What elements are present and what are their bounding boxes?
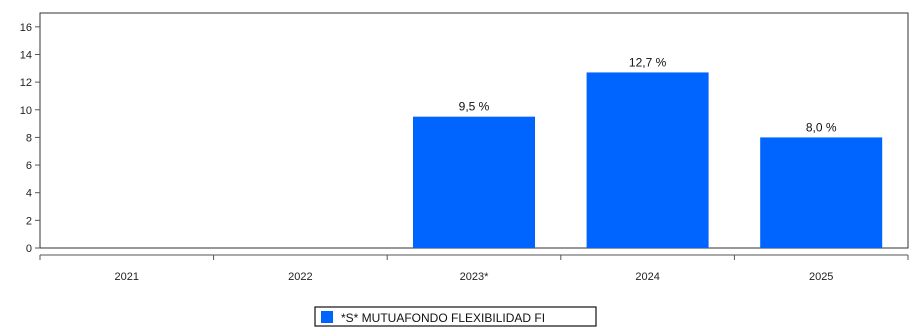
- legend-box: [314, 306, 597, 327]
- legend: *S* MUTUAFONDO FLEXIBILIDAD FI: [314, 306, 597, 327]
- y-tick-label: 4: [26, 188, 32, 200]
- y-tick-label: 6: [26, 160, 32, 172]
- x-tick-label: 2025: [809, 271, 833, 283]
- x-tick-label: 2024: [635, 271, 659, 283]
- bar-2025: [760, 137, 883, 248]
- legend-swatch: [321, 311, 333, 323]
- y-tick-label: 0: [26, 243, 32, 255]
- data-label: 9,5 %: [459, 100, 490, 114]
- x-tick-label: 2022: [288, 271, 312, 283]
- data-label: 12,7 %: [629, 55, 667, 69]
- data-label: 8,0 %: [806, 120, 837, 134]
- bar-2023: [413, 116, 535, 248]
- y-tick-label: 12: [20, 77, 32, 89]
- y-tick-label: 2: [26, 215, 32, 227]
- y-tick-label: 8: [26, 132, 32, 144]
- y-tick-label: 10: [20, 105, 32, 117]
- bar-2024: [586, 72, 709, 248]
- x-tick-label: 2021: [115, 271, 139, 283]
- y-tick-label: 16: [20, 22, 32, 34]
- legend-label: *S* MUTUAFONDO FLEXIBILIDAD FI: [341, 311, 545, 325]
- y-tick-label: 14: [20, 49, 32, 61]
- x-tick-label: 2023*: [460, 271, 489, 283]
